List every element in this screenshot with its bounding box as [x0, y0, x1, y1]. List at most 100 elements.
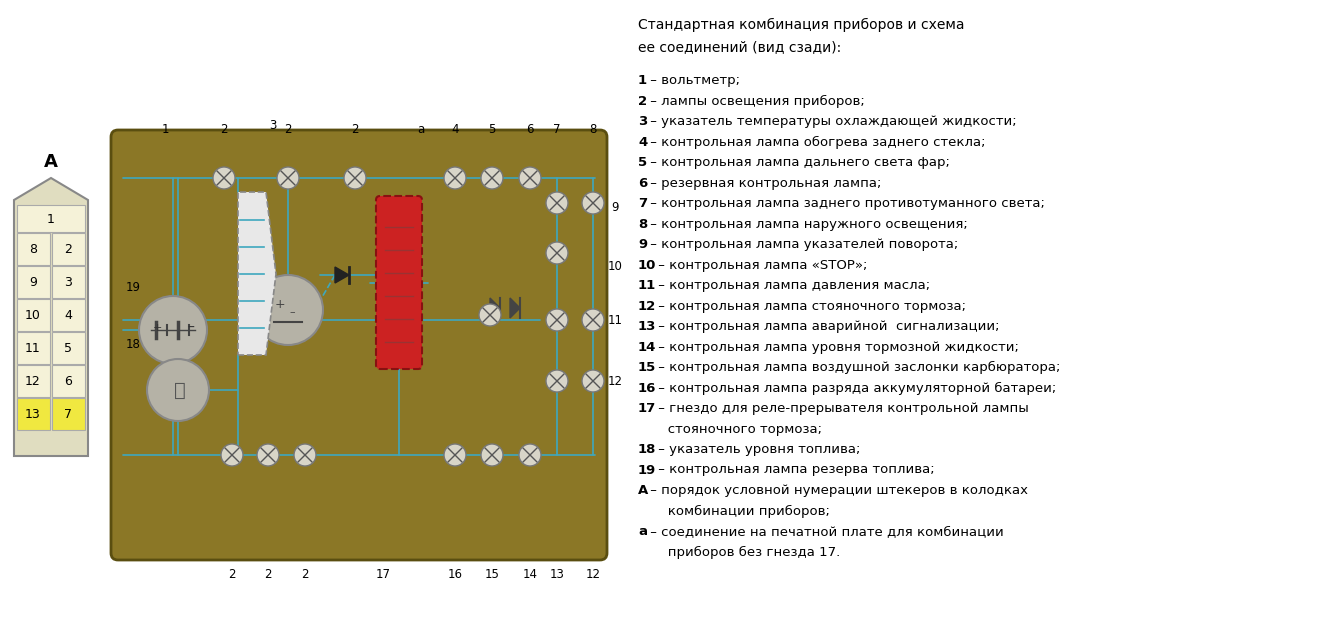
Text: 8: 8	[29, 242, 37, 256]
Circle shape	[546, 192, 568, 214]
Bar	[17, 205, 85, 232]
Circle shape	[277, 167, 298, 189]
Circle shape	[481, 444, 503, 466]
Text: 8: 8	[638, 217, 647, 231]
Circle shape	[257, 444, 278, 466]
Text: приборов без гнезда 17.: приборов без гнезда 17.	[638, 546, 841, 558]
Circle shape	[481, 167, 503, 189]
Text: 5: 5	[638, 156, 647, 169]
Circle shape	[582, 309, 605, 331]
Text: 12: 12	[638, 300, 656, 312]
Text: – контрольная лампа давления масла;: – контрольная лампа давления масла;	[654, 279, 930, 292]
Text: 6: 6	[526, 123, 534, 135]
Text: +: +	[274, 298, 285, 311]
Text: 6: 6	[638, 176, 647, 190]
Text: 9: 9	[611, 201, 619, 213]
Text: 13: 13	[25, 408, 41, 420]
Text: 17: 17	[375, 567, 390, 580]
Circle shape	[343, 167, 366, 189]
Text: – контрольная лампа «STOP»;: – контрольная лампа «STOP»;	[654, 259, 867, 272]
Text: 2: 2	[638, 95, 647, 107]
Text: 13: 13	[638, 320, 656, 333]
Text: 14: 14	[522, 567, 537, 580]
Text: – контрольная лампа указателей поворота;: – контрольная лампа указателей поворота;	[647, 238, 959, 251]
Text: 7: 7	[64, 408, 72, 420]
Text: 2: 2	[228, 567, 236, 580]
Text: – контрольная лампа резерва топлива;: – контрольная лампа резерва топлива;	[654, 463, 935, 477]
Bar	[17, 398, 50, 430]
Text: – контрольная лампа воздушной заслонки карбюратора;: – контрольная лампа воздушной заслонки к…	[654, 361, 1061, 374]
Text: – контрольная лампа стояночного тормоза;: – контрольная лампа стояночного тормоза;	[654, 300, 967, 312]
Bar	[52, 299, 85, 331]
Text: 10: 10	[25, 309, 41, 321]
Text: – контрольная лампа дальнего света фар;: – контрольная лампа дальнего света фар;	[647, 156, 951, 169]
Bar	[17, 233, 50, 265]
Text: – резервная контрольная лампа;: – резервная контрольная лампа;	[647, 176, 882, 190]
Text: – контрольная лампа заднего противотуманного света;: – контрольная лампа заднего противотуман…	[647, 197, 1045, 210]
Text: ⛽: ⛽	[174, 380, 186, 399]
Circle shape	[444, 167, 465, 189]
Circle shape	[518, 444, 541, 466]
Text: 12: 12	[586, 567, 601, 580]
Bar	[17, 365, 50, 397]
Text: 3: 3	[269, 118, 277, 132]
Bar	[52, 266, 85, 298]
Text: – контрольная лампа аварийной  сигнализации;: – контрольная лампа аварийной сигнализац…	[654, 320, 1000, 333]
Circle shape	[139, 296, 207, 364]
Text: 13: 13	[549, 567, 565, 580]
Text: 4: 4	[451, 123, 459, 135]
Text: 10: 10	[607, 259, 622, 272]
Polygon shape	[511, 298, 520, 318]
Text: 1: 1	[162, 123, 168, 135]
Text: – контрольная лампа обогрева заднего стекла;: – контрольная лампа обогрева заднего сте…	[647, 135, 987, 149]
Text: 5: 5	[64, 341, 72, 355]
Text: 14: 14	[638, 341, 656, 353]
Text: 2: 2	[220, 123, 228, 135]
Text: 7: 7	[553, 123, 561, 135]
Text: 4: 4	[638, 135, 647, 148]
Text: 2: 2	[64, 242, 72, 256]
Text: – соединение на печатной плате для комбинации: – соединение на печатной плате для комби…	[647, 525, 1004, 538]
Circle shape	[546, 242, 568, 264]
Circle shape	[253, 275, 324, 345]
Circle shape	[518, 167, 541, 189]
Text: комбинации приборов;: комбинации приборов;	[638, 505, 830, 518]
Text: 9: 9	[638, 238, 647, 251]
Text: 17: 17	[638, 402, 656, 415]
Text: а: а	[638, 525, 647, 538]
Text: – контрольная лампа наружного освещения;: – контрольная лампа наружного освещения;	[647, 217, 968, 231]
Text: –: –	[187, 321, 195, 335]
Circle shape	[294, 444, 316, 466]
Text: 16: 16	[638, 381, 656, 394]
Text: – указатель температуры охлаждающей жидкости;: – указатель температуры охлаждающей жидк…	[647, 115, 1017, 128]
Text: 11: 11	[638, 279, 656, 292]
Text: – порядок условной нумерации штекеров в колодках: – порядок условной нумерации штекеров в …	[647, 484, 1029, 497]
Text: – контрольная лампа разряда аккумуляторной батареи;: – контрольная лампа разряда аккумуляторн…	[654, 381, 1057, 394]
Text: 3: 3	[638, 115, 647, 128]
Text: 8: 8	[589, 123, 597, 135]
Circle shape	[546, 370, 568, 392]
Text: 16: 16	[447, 567, 463, 580]
Text: – указатель уровня топлива;: – указатель уровня топлива;	[654, 443, 861, 456]
Text: 7: 7	[638, 197, 647, 210]
FancyBboxPatch shape	[377, 196, 422, 369]
Text: A: A	[44, 153, 58, 171]
Text: 1: 1	[46, 213, 54, 226]
Text: a: a	[418, 123, 424, 135]
Text: 11: 11	[607, 314, 622, 327]
Text: 19: 19	[638, 463, 656, 477]
Polygon shape	[15, 178, 88, 456]
Text: стояночного тормоза;: стояночного тормоза;	[638, 422, 822, 436]
Circle shape	[582, 192, 605, 214]
Polygon shape	[491, 298, 500, 318]
Text: 2: 2	[264, 567, 272, 580]
Text: 18: 18	[638, 443, 656, 456]
Bar	[52, 233, 85, 265]
Text: – гнездо для реле-прерывателя контрольной лампы: – гнездо для реле-прерывателя контрольно…	[654, 402, 1029, 415]
Text: 4: 4	[64, 309, 72, 321]
Bar	[17, 266, 50, 298]
Text: – контрольная лампа уровня тормозной жидкости;: – контрольная лампа уровня тормозной жид…	[654, 341, 1018, 353]
Bar	[17, 332, 50, 364]
Text: 5: 5	[488, 123, 496, 135]
Text: 2: 2	[301, 567, 309, 580]
